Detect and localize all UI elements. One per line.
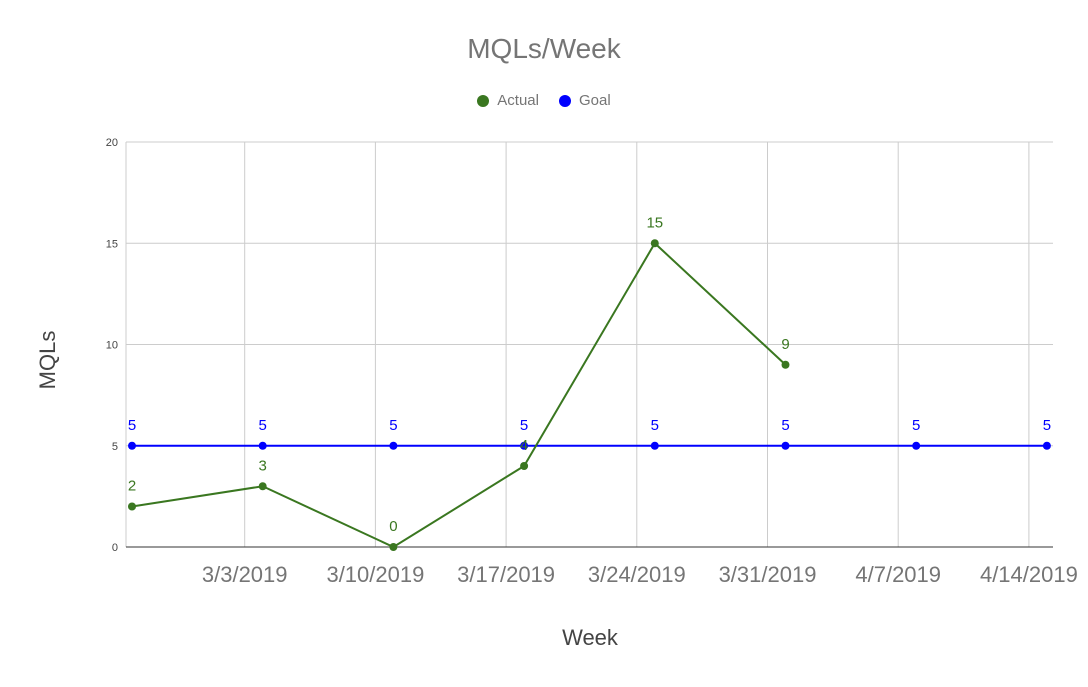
data-label-actual: 9 [781, 336, 789, 353]
data-point-goal [1042, 441, 1051, 450]
data-point-goal [258, 441, 267, 450]
x-tick-label: 3/24/2019 [588, 562, 686, 587]
data-label-goal: 5 [389, 417, 397, 434]
data-point-actual [389, 543, 398, 551]
legend-marker-actual [477, 94, 490, 107]
x-tick-label: 3/31/2019 [719, 562, 817, 587]
data-point-actual [781, 360, 790, 369]
y-tick-label: 0 [112, 542, 118, 554]
data-label-actual: 15 [646, 214, 663, 231]
y-tick-label: 10 [106, 340, 118, 352]
series-line-actual [131, 241, 787, 549]
data-label-goal: 5 [1043, 417, 1051, 434]
data-label-goal: 5 [259, 417, 267, 434]
chart-title: MQLs/Week [467, 33, 621, 64]
data-label-goal: 5 [128, 417, 136, 434]
x-axis-title: Week [562, 625, 618, 650]
legend-item-goal[interactable]: Goal [559, 92, 611, 109]
y-axis-title: MQLs [35, 330, 60, 390]
x-tick-label: 3/10/2019 [326, 562, 424, 587]
data-label-actual: 0 [389, 518, 397, 535]
y-tick-label: 5 [112, 441, 118, 453]
data-label-actual: 3 [259, 457, 267, 474]
y-tick-label: 20 [106, 137, 118, 149]
data-label-goal: 5 [912, 417, 920, 434]
data-point-goal [128, 441, 136, 450]
legend-label-goal: Goal [579, 92, 611, 109]
data-point-actual [258, 482, 267, 491]
x-tick-label: 3/17/2019 [457, 562, 555, 587]
x-tick-label: 4/7/2019 [855, 562, 941, 587]
data-label-actual: 2 [128, 478, 136, 495]
data-label-goal: 5 [520, 417, 528, 434]
data-point-actual [520, 462, 529, 470]
data-label-goal: 5 [781, 417, 789, 434]
data-label-actual: 4 [520, 437, 528, 454]
data-point-goal [912, 441, 921, 450]
legend-marker-goal [559, 94, 571, 107]
data-point-goal [520, 441, 529, 450]
data-point-goal [781, 441, 790, 450]
chart-legend: Actual Goal [0, 92, 1088, 109]
data-point-actual [650, 239, 659, 248]
data-point-goal [389, 441, 398, 450]
x-tick-label: 4/14/2019 [980, 562, 1078, 587]
legend-item-actual[interactable]: Actual [477, 92, 539, 109]
data-point-actual [128, 502, 136, 511]
data-point-goal [650, 441, 659, 450]
y-tick-label: 15 [106, 238, 118, 250]
legend-label-actual: Actual [497, 92, 539, 109]
data-label-goal: 5 [651, 417, 659, 434]
x-tick-label: 3/3/2019 [202, 562, 288, 587]
